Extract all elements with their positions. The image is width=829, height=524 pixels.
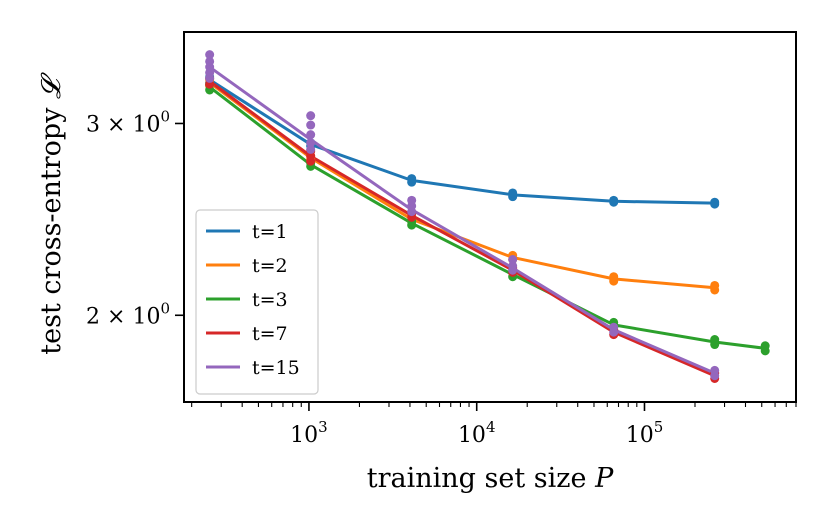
x-tick-base: 10	[458, 423, 486, 448]
data-point	[306, 144, 316, 154]
x-tick-base: 10	[290, 423, 318, 448]
data-point	[710, 197, 720, 207]
data-point	[609, 272, 619, 282]
x-axis-label-text: training set size	[367, 463, 587, 494]
x-tick-base: 10	[626, 423, 654, 448]
x-tick-exp: 5	[654, 418, 664, 436]
data-point	[306, 130, 316, 140]
data-point	[205, 56, 215, 66]
y-tick-exp: 0	[160, 299, 170, 317]
legend-label: t=3	[252, 289, 288, 311]
data-point	[760, 341, 770, 351]
data-point	[609, 195, 619, 205]
data-point	[508, 261, 518, 271]
y-axis-label: test cross-entropy 𝓛	[36, 72, 67, 355]
data-point	[609, 322, 619, 332]
data-point	[407, 195, 417, 205]
plot-points	[205, 50, 770, 383]
legend-box	[195, 209, 319, 395]
y-tick-exp: 0	[160, 107, 170, 125]
data-point	[710, 280, 720, 290]
x-tick-label: 103	[290, 418, 328, 448]
x-tick-exp: 3	[318, 418, 328, 436]
legend-label: t=2	[252, 255, 288, 277]
data-point	[306, 120, 316, 130]
data-point	[407, 174, 417, 184]
x-axis-label-var: P	[594, 463, 614, 494]
y-tick-base: 3 × 10	[86, 112, 160, 137]
x-tick-label: 105	[626, 418, 664, 448]
y-tick-label: 3 × 100	[86, 107, 170, 137]
legend-label: t=1	[252, 221, 288, 243]
plot-frame	[183, 31, 797, 403]
y-tick-label: 2 × 100	[86, 299, 170, 329]
x-tick-label: 104	[458, 418, 496, 448]
x-tick-exp: 4	[486, 418, 496, 436]
y-tick-base: 2 × 10	[86, 304, 160, 329]
series-line-t7	[208, 80, 716, 378]
series-line-t1	[208, 78, 715, 205]
data-point	[205, 50, 215, 60]
data-point	[306, 111, 316, 121]
data-point	[508, 188, 518, 198]
legend-label: t=15	[252, 357, 300, 379]
legend-label: t=7	[252, 323, 288, 345]
legend: t=1 t=2 t=3 t=7 t=15	[195, 209, 319, 395]
data-point	[710, 365, 720, 375]
series-line-t15	[208, 65, 716, 375]
y-axis-label-text: test cross-entropy	[36, 107, 67, 355]
data-point	[710, 335, 720, 345]
data-point	[306, 138, 316, 148]
y-axis-label-var: 𝓛	[36, 72, 67, 99]
x-axis-label: training set size P	[367, 463, 614, 494]
data-point	[508, 255, 518, 265]
